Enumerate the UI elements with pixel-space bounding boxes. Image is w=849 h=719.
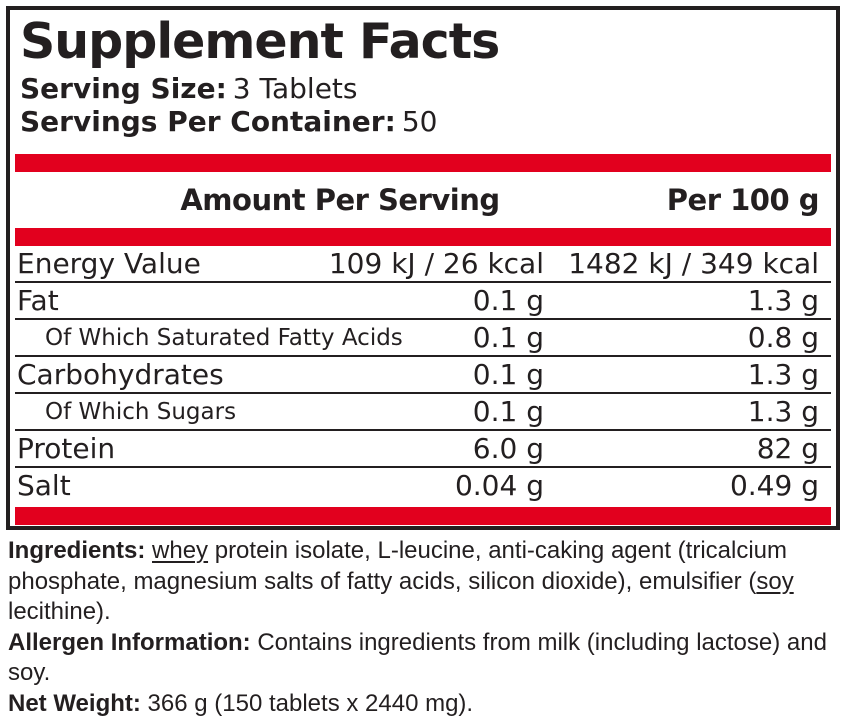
nutrient-name: Of Which Saturated Fatty Acids — [45, 320, 403, 357]
serving-size-value: 3 Tablets — [227, 72, 358, 105]
table-row: Salt 0.04 g 0.49 g — [15, 468, 831, 505]
divider-bar-middle — [15, 228, 831, 246]
ingredient-underlined: whey — [152, 537, 208, 564]
servings-per-container-value: 50 — [396, 105, 438, 138]
amount-per-serving-value: 0.1 g — [473, 320, 544, 355]
ingredients-label: Ingredients: — [8, 537, 145, 564]
net-weight-text: 366 g (150 tablets x 2440 mg). — [141, 690, 473, 717]
nutrient-table: Energy Value 109 kJ / 26 kcal 1482 kJ / 34… — [15, 246, 831, 505]
net-weight-label: Net Weight: — [8, 690, 141, 717]
panel-header: Supplement Facts Serving Size:3 Tablets … — [10, 10, 836, 138]
amount-per-serving-value: 109 kJ / 26 kcal — [329, 246, 544, 281]
serving-size-line: Serving Size:3 Tablets — [20, 72, 826, 105]
ingredients-paragraph: Ingredients: whey protein isolate, L-leu… — [8, 536, 846, 628]
per-100g-value: 0.8 g — [748, 320, 819, 355]
amount-per-serving-value: 0.1 g — [473, 394, 544, 429]
column-header-amount-per-serving: Amount Per Serving — [175, 183, 505, 217]
nutrient-name: Fat — [17, 283, 59, 318]
ingredient-text-segment: lecithine). — [8, 598, 111, 625]
per-100g-value: 0.49 g — [730, 468, 819, 503]
servings-per-container-line: Servings Per Container:50 — [20, 105, 826, 138]
amount-per-serving-value: 0.04 g — [455, 468, 544, 503]
divider-bar-top — [15, 154, 831, 172]
net-weight-paragraph: Net Weight: 366 g (150 tablets x 2440 mg… — [8, 689, 846, 719]
per-100g-value: 1.3 g — [748, 394, 819, 429]
allergen-label: Allergen Information: — [8, 629, 251, 656]
amount-per-serving-value: 0.1 g — [473, 283, 544, 318]
supplement-label: { "title": "Supplement Facts", "serving"… — [0, 0, 849, 703]
nutrient-name: Of Which Sugars — [45, 394, 236, 431]
table-row: Fat 0.1 g 1.3 g — [15, 283, 831, 320]
page-title: Supplement Facts — [20, 14, 826, 70]
per-100g-value: 1482 kJ / 349 kcal — [568, 246, 819, 281]
amount-per-serving-value: 6.0 g — [473, 431, 544, 466]
amount-per-serving-value: 0.1 g — [473, 357, 544, 392]
table-row: Energy Value 109 kJ / 26 kcal 1482 kJ / 34… — [15, 246, 831, 283]
table-row: Protein 6.0 g 82 g — [15, 431, 831, 468]
nutrient-name: Salt — [17, 468, 71, 503]
nutrient-name: Energy Value — [17, 246, 201, 281]
per-100g-value: 82 g — [757, 431, 819, 466]
nutrient-name: Protein — [17, 431, 115, 466]
per-100g-value: 1.3 g — [748, 283, 819, 318]
serving-size-label: Serving Size: — [20, 72, 227, 105]
per-100g-value: 1.3 g — [748, 357, 819, 392]
footer-text: Ingredients: whey protein isolate, L-leu… — [8, 536, 846, 719]
ingredient-underlined: soy — [756, 568, 793, 595]
table-row: Of Which Sugars 0.1 g 1.3 g — [15, 394, 831, 431]
supplement-facts-panel: Supplement Facts Serving Size:3 Tablets … — [6, 6, 840, 530]
servings-per-container-label: Servings Per Container: — [20, 105, 396, 138]
nutrient-name: Carbohydrates — [17, 357, 224, 392]
divider-bar-bottom — [15, 507, 831, 525]
table-row: Carbohydrates 0.1 g 1.3 g — [15, 357, 831, 394]
column-header-row: Amount Per Serving Per 100 g — [15, 172, 831, 228]
ingredient-text-segment — [145, 537, 152, 564]
table-row: Of Which Saturated Fatty Acids 0.1 g 0.8 g — [15, 320, 831, 357]
allergen-paragraph: Allergen Information: Contains ingredien… — [8, 628, 846, 689]
column-header-per-100g: Per 100 g — [667, 183, 819, 217]
